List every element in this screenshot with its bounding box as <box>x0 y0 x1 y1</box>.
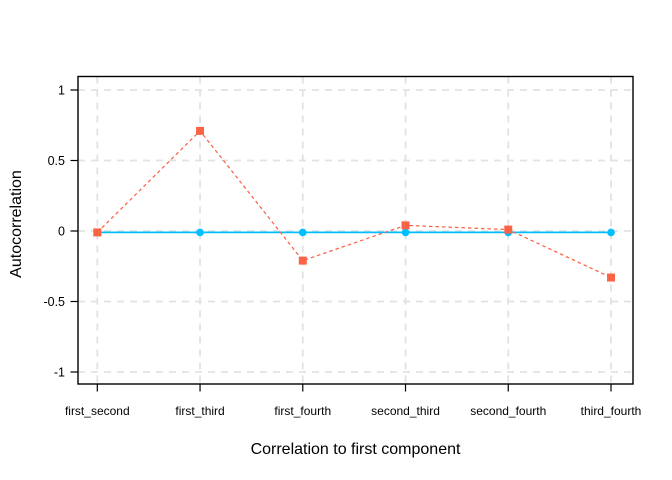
y-tick-label: 0 <box>58 225 65 239</box>
x-axis-title: Correlation to first component <box>250 441 461 458</box>
red-series-marker <box>93 228 102 237</box>
x-tick-label: third_fourth <box>581 404 642 418</box>
blue-series-marker <box>298 228 307 237</box>
y-tick-label: -0.5 <box>43 295 65 309</box>
red-series-line <box>96 129 612 279</box>
y-tick-label: 1 <box>58 84 65 98</box>
blue-series-marker <box>401 228 410 237</box>
x-tick-label: first_second <box>65 404 130 418</box>
x-tick-label: first_third <box>175 404 224 418</box>
red-series-marker <box>298 256 307 265</box>
red-series-marker <box>196 126 205 135</box>
y-tick-label: -1 <box>54 366 65 380</box>
y-axis-title: Autocorrelation <box>8 170 25 278</box>
red-series-marker <box>401 221 410 230</box>
plot-panel-border <box>77 75 634 385</box>
red-series-marker <box>607 273 615 282</box>
x-tick-label: second_fourth <box>470 404 546 418</box>
blue-series-marker <box>607 228 615 237</box>
x-tick-label: first_fourth <box>274 404 331 418</box>
x-tick-label: second_third <box>371 404 440 418</box>
y-tick-label: 0.5 <box>48 154 65 168</box>
blue-series-marker <box>196 228 204 237</box>
red-series-marker <box>504 225 513 234</box>
